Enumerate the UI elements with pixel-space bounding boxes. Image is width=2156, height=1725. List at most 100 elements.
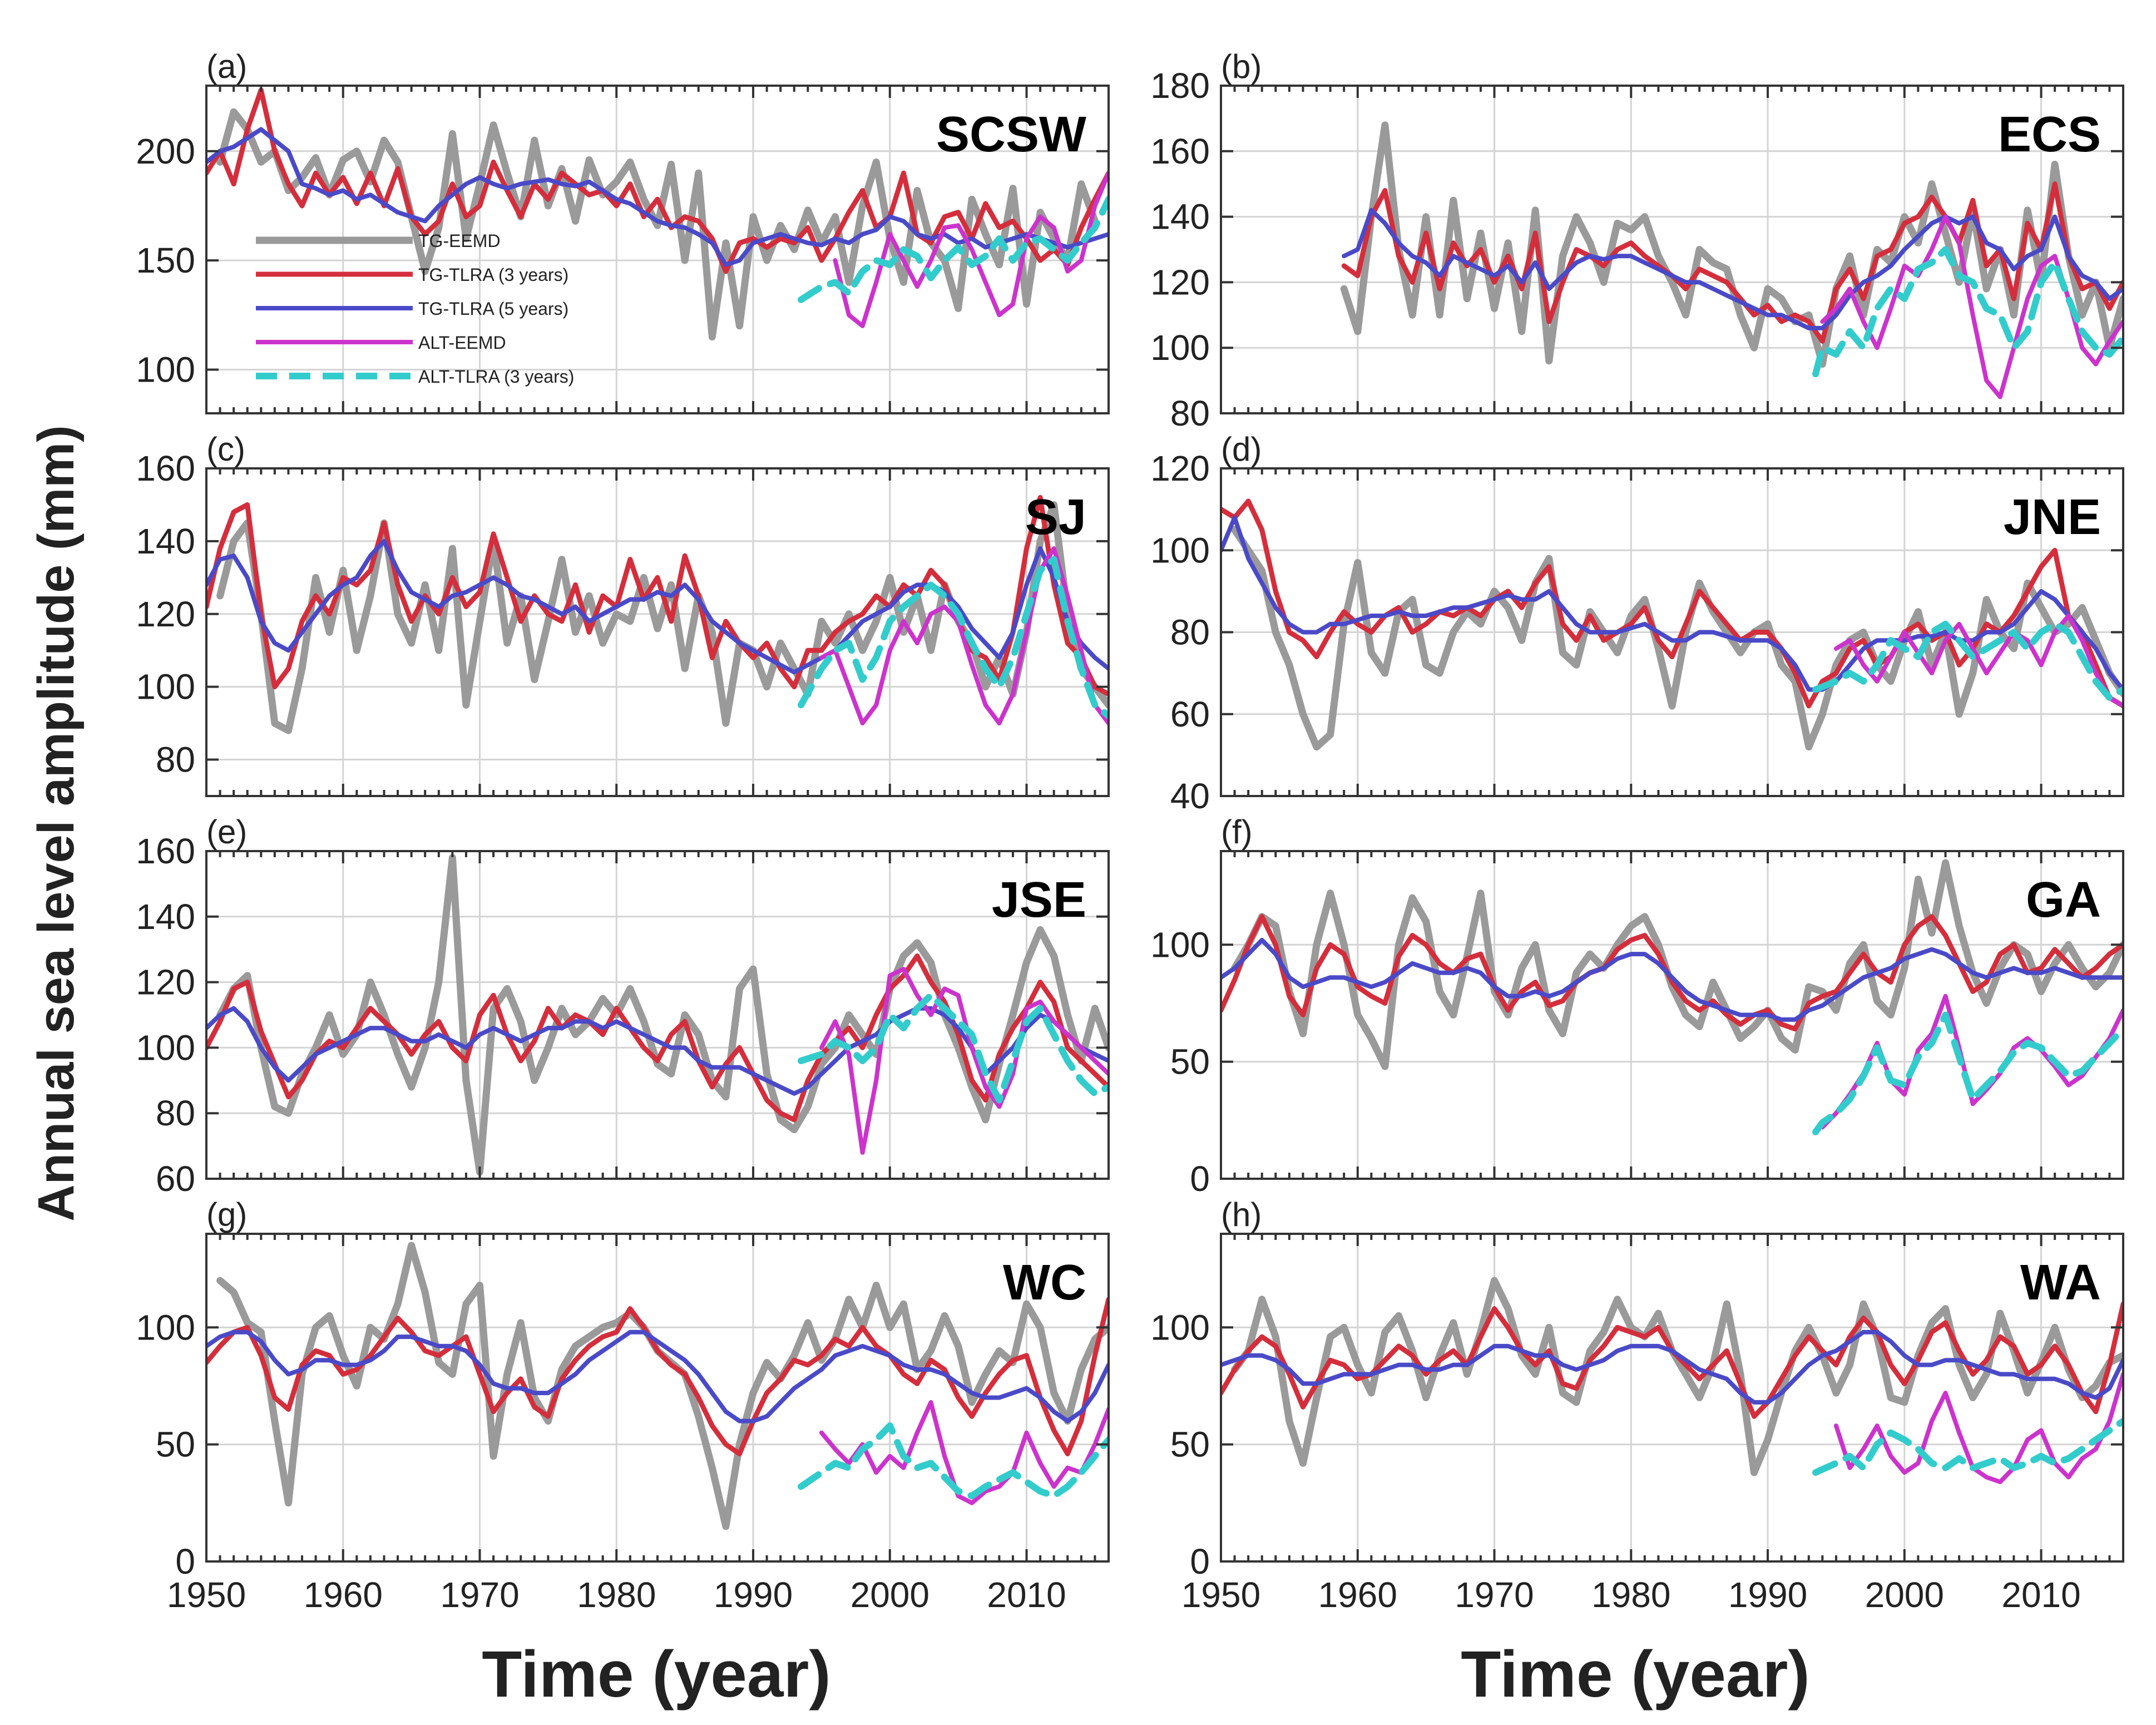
series-line-tg-tlra-5-years — [206, 1329, 1109, 1424]
y-tick-label: 0 — [1190, 1159, 1210, 1199]
series-group — [1221, 498, 2123, 751]
series-line-tg-tlra-3-years — [1341, 181, 2123, 344]
series-group — [206, 495, 1109, 734]
panel-label: (f) — [1221, 813, 1253, 851]
series-line-alt-eemd — [1833, 614, 2123, 708]
y-axis-title: Annual sea level amplitude (mm) — [28, 425, 85, 1221]
y-tick-label: 120 — [1150, 262, 1210, 302]
series-group — [1221, 1277, 2123, 1484]
y-tick-label: 140 — [1150, 197, 1210, 237]
region-label: WA — [2020, 1255, 2101, 1311]
panel-label: (d) — [1221, 431, 1262, 468]
panel-ecs: 80 100 120 140 160 180 (b) ECS — [1150, 48, 2124, 433]
y-tick-label: 80 — [1170, 612, 1210, 653]
region-label: SJ — [1025, 490, 1086, 545]
series-line-tg-tlra-3-years — [206, 1297, 1109, 1456]
series-group — [206, 854, 1109, 1176]
y-tick-label: 0 — [1190, 1541, 1210, 1581]
series-line-tg-tlra-3-years — [1221, 914, 2123, 1032]
series-line-alt-tlra-3-years — [1812, 1011, 2123, 1135]
panels-layer: 100 150 200 (a) SCSW TG-EEMD TG-TLRA (3 years)… — [136, 48, 2124, 1615]
y-tick-label: 120 — [136, 594, 195, 634]
x-tick-label: 1990 — [1728, 1575, 1807, 1615]
series-line-alt-eemd — [819, 546, 1109, 726]
y-tick-label: 140 — [136, 897, 195, 937]
series-line-tg-tlra-5-years — [1221, 937, 2123, 1022]
panel-label: (c) — [206, 431, 245, 468]
x-tick-label: 2010 — [2001, 1575, 2080, 1615]
x-axis-title-right: Time (year) — [1461, 1638, 1809, 1711]
y-tick-label: 100 — [1150, 925, 1210, 965]
x-tick-label: 1970 — [440, 1575, 519, 1615]
panel-wa: 0 50 100 1950 1960 1970 1980 1990 2000 2010 (h) WA — [1150, 1196, 2124, 1615]
panel-ga: 0 50 100 (f) GA — [1150, 813, 2124, 1199]
series-line-alt-tlra-3-years — [798, 196, 1109, 303]
legend-label: ALT-TLRA (3 years) — [418, 367, 574, 387]
y-tick-label: 80 — [156, 1093, 195, 1133]
y-tick-label: 100 — [136, 349, 195, 389]
y-tick-label: 80 — [1170, 393, 1210, 433]
series-line-alt-tlra-3-years — [798, 1422, 1109, 1500]
y-tick-label: 100 — [136, 1027, 195, 1067]
series-line-alt-eemd — [819, 967, 1109, 1155]
plot-frame — [205, 850, 1110, 1180]
x-axis-title-left: Time (year) — [482, 1638, 830, 1711]
panel-label: (b) — [1221, 48, 1262, 85]
y-tick-label: 160 — [1150, 131, 1210, 171]
x-tick-label: 2000 — [850, 1575, 929, 1615]
region-label: GA — [2026, 872, 2101, 928]
panel-sj: 80 100 120 140 160 (c) SJ — [136, 431, 1110, 797]
panel-scsw: 100 150 200 (a) SCSW TG-EEMD TG-TLRA (3 years)… — [136, 48, 1110, 414]
x-tick-label: 1950 — [167, 1575, 246, 1615]
series-line-tg-tlra-5-years — [1221, 1329, 2123, 1405]
grid — [206, 851, 1109, 1179]
panel-wc: 0 50 100 1950 1960 1970 1980 1990 2000 2010 (g) WC — [136, 1196, 1110, 1615]
y-tick-label: 200 — [136, 131, 195, 171]
region-label: ECS — [1998, 107, 2101, 162]
series-line-alt-tlra-3-years — [1812, 620, 2123, 701]
region-label: JNE — [2004, 490, 2101, 545]
x-tick-label: 1960 — [1318, 1575, 1397, 1615]
legend: TG-EEMD TG-TLRA (3 years) TG-TLRA (5 years… — [256, 231, 574, 387]
legend-label: TG-TLRA (3 years) — [418, 265, 568, 285]
series-line-tg-tlra-5-years — [206, 1006, 1109, 1096]
grid — [1221, 1234, 2123, 1561]
series-line-tg-eemd — [216, 108, 1099, 341]
series-line-tg-tlra-5-years — [206, 538, 1109, 675]
series-line-tg-eemd — [1231, 1277, 2123, 1476]
y-tick-label: 100 — [1150, 1307, 1210, 1347]
y-tick-label: 80 — [156, 740, 195, 780]
series-line-tg-tlra-5-years — [206, 127, 1109, 267]
y-tick-label: 50 — [1170, 1042, 1210, 1082]
y-tick-label: 140 — [136, 521, 195, 561]
series-line-tg-eemd — [1231, 526, 2123, 751]
series-line-tg-eemd — [216, 854, 1109, 1176]
y-tick-label: 0 — [175, 1541, 195, 1581]
x-tick-label: 1950 — [1181, 1575, 1260, 1615]
y-tick-label: 50 — [1170, 1425, 1210, 1465]
plot-frame — [1220, 1233, 2124, 1563]
y-tick-label: 180 — [1150, 66, 1210, 106]
series-line-tg-eemd — [216, 501, 1109, 734]
panel-label: (g) — [206, 1196, 247, 1233]
series-line-tg-tlra-5-years — [1342, 207, 2123, 330]
y-tick-label: 120 — [136, 962, 195, 1002]
y-tick-label: 120 — [1150, 448, 1210, 488]
y-tick-label: 100 — [136, 667, 195, 707]
y-tick-label: 40 — [1170, 776, 1210, 816]
y-tick-label: 160 — [136, 831, 195, 871]
panel-jne: 40 60 80 100 120 (d) JNE — [1150, 431, 2124, 816]
legend-label: TG-EEMD — [418, 231, 501, 251]
legend-label: ALT-EEMD — [418, 333, 506, 353]
panel-jse: 60 80 100 120 140 160 (e) JSE — [136, 813, 1110, 1199]
series-line-alt-tlra-3-years — [1812, 246, 2123, 378]
series-line-tg-tlra-5-years — [1221, 515, 2123, 692]
series-line-tg-tlra-3-years — [206, 953, 1109, 1123]
x-tick-label: 1970 — [1455, 1575, 1534, 1615]
y-tick-label: 60 — [1170, 694, 1210, 734]
region-label: SCSW — [936, 107, 1086, 162]
y-tick-label: 50 — [156, 1425, 195, 1465]
y-tick-label: 100 — [1150, 328, 1210, 368]
x-tick-label: 1980 — [1591, 1575, 1670, 1615]
